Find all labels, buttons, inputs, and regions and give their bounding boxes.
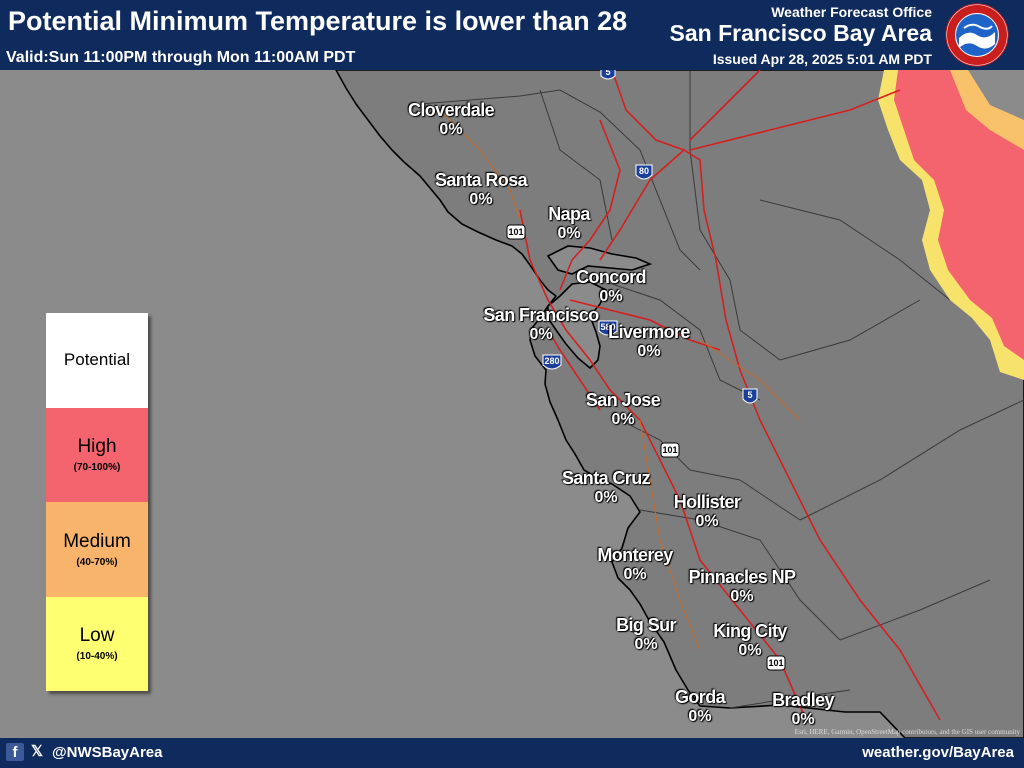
city-name: Santa Cruz bbox=[561, 468, 651, 488]
legend-level-label: Low bbox=[79, 625, 115, 647]
city-value: 0% bbox=[695, 513, 719, 530]
city-name: Gorda bbox=[674, 687, 726, 707]
city-value: 0% bbox=[594, 489, 618, 506]
map-attribution: Esri, HERE, Garmin, OpenStreetMap contri… bbox=[794, 728, 1020, 736]
city-value: 0% bbox=[529, 326, 553, 343]
city-label-santa-cruz: Santa Cruz 0% bbox=[561, 468, 651, 507]
shield-label: 5 bbox=[747, 390, 752, 400]
x-icon[interactable]: 𝕏 bbox=[30, 743, 44, 760]
valid-period: Valid:Sun 11:00PM through Mon 11:00AM PD… bbox=[6, 49, 356, 66]
city-value: 0% bbox=[688, 708, 712, 725]
city-name: Santa Rosa bbox=[434, 170, 528, 190]
legend-medium: Medium (40-70%) bbox=[46, 502, 148, 597]
city-label-concord: Concord 0% bbox=[576, 268, 646, 306]
legend: Potential High (70-100%) Medium (40-70%)… bbox=[46, 313, 148, 691]
city-name: Monterey bbox=[597, 545, 673, 565]
interstate-80-shield: 80 bbox=[635, 164, 653, 180]
city-value: 0% bbox=[439, 121, 463, 138]
city-value: 0% bbox=[611, 411, 635, 428]
us-101-shield: 101 bbox=[766, 655, 786, 671]
interstate-580-shield: 580 bbox=[598, 320, 618, 336]
facebook-icon[interactable]: f bbox=[6, 743, 24, 761]
city-value: 0% bbox=[738, 642, 762, 659]
city-value: 0% bbox=[557, 225, 581, 242]
legend-level-label: High bbox=[77, 436, 117, 458]
shield-label: 101 bbox=[508, 227, 523, 237]
legend-high: High (70-100%) bbox=[46, 407, 148, 502]
social-handle[interactable]: @NWSBayArea bbox=[52, 743, 163, 761]
city-value: 0% bbox=[469, 191, 493, 208]
highway-shields: 5 80 101 580 280 5 101 101 bbox=[506, 70, 786, 671]
city-label-monterey: Monterey 0% bbox=[597, 545, 673, 584]
san-pablo-bay bbox=[546, 245, 653, 275]
orange-roads bbox=[439, 109, 801, 651]
header-bar: Potential Minimum Temperature is lower t… bbox=[0, 0, 1024, 70]
city-name: San Francisco bbox=[483, 305, 599, 325]
shield-label: 80 bbox=[639, 166, 649, 176]
us-101-shield: 101 bbox=[660, 442, 680, 458]
city-label-big-sur: Big Sur 0% bbox=[616, 616, 676, 654]
city-name: Pinnacles NP bbox=[688, 567, 796, 587]
forecast-map: 5 80 101 580 280 5 101 101 bbox=[0, 70, 1024, 738]
city-label-cloverdale: Cloverdale 0% bbox=[407, 100, 495, 139]
office-name: San Francisco Bay Area bbox=[669, 20, 933, 46]
city-value: 0% bbox=[637, 343, 661, 360]
legend-level-label: Medium bbox=[63, 530, 131, 552]
legend-title-label: Potential bbox=[63, 350, 131, 370]
shield-label: 280 bbox=[544, 356, 559, 366]
city-name: San Jose bbox=[585, 390, 661, 410]
interstate-280-shield: 280 bbox=[542, 354, 562, 370]
legend-level-range: (70-100%) bbox=[73, 462, 121, 474]
city-name: Concord bbox=[576, 267, 646, 287]
issued-time: Issued Apr 28, 2025 5:01 AM PDT bbox=[712, 51, 932, 67]
city-value: 0% bbox=[791, 711, 815, 728]
interstate-5-shield: 5 bbox=[742, 388, 758, 404]
map-title: Potential Minimum Temperature is lower t… bbox=[8, 6, 628, 36]
city-name: King City bbox=[713, 621, 787, 641]
city-label-san-jose: San Jose 0% bbox=[585, 390, 661, 429]
city-name: Hollister bbox=[673, 492, 741, 512]
city-value: 0% bbox=[623, 566, 647, 583]
legend-level-range: (40-70%) bbox=[76, 556, 118, 568]
website-link[interactable]: weather.gov/BayArea bbox=[862, 744, 1014, 761]
city-value: 0% bbox=[634, 636, 658, 653]
social-links: f 𝕏 @NWSBayArea bbox=[6, 743, 163, 761]
city-label-hollister: Hollister 0% bbox=[674, 493, 741, 531]
city-label-pinnacles-np: Pinnacles NP 0% bbox=[689, 568, 796, 606]
city-label-bradley: Bradley 0% bbox=[772, 691, 834, 729]
city-name: Napa bbox=[548, 204, 590, 224]
legend-low: Low (10-40%) bbox=[46, 596, 148, 691]
city-label-napa: Napa 0% bbox=[548, 205, 590, 243]
footer-bar: f 𝕏 @NWSBayArea weather.gov/BayArea bbox=[0, 738, 1024, 768]
interstate-5-shield: 5 bbox=[600, 70, 616, 80]
city-label-gorda: Gorda 0% bbox=[674, 687, 726, 726]
shield-label: 5 bbox=[605, 70, 610, 77]
nws-logo-icon bbox=[945, 3, 1009, 67]
city-value: 0% bbox=[730, 588, 754, 605]
city-label-san-francisco: San Francisco 0% bbox=[483, 305, 599, 344]
us-101-shield: 101 bbox=[506, 224, 526, 240]
shield-label: 101 bbox=[768, 658, 783, 668]
frost-potential-area bbox=[878, 70, 1024, 380]
city-label-livermore: Livermore 0% bbox=[608, 323, 690, 361]
city-value: 0% bbox=[599, 288, 623, 305]
city-name: Livermore bbox=[608, 322, 690, 342]
city-name: Big Sur bbox=[616, 615, 676, 635]
bay bbox=[547, 281, 608, 370]
legend-level-range: (10-40%) bbox=[76, 651, 118, 663]
shield-label: 580 bbox=[600, 322, 615, 332]
shield-label: 101 bbox=[662, 445, 677, 455]
city-label-king-city: King City 0% bbox=[713, 622, 787, 660]
city-name: Cloverdale bbox=[407, 100, 495, 120]
city-label-santa-rosa: Santa Rosa 0% bbox=[434, 170, 528, 209]
legend-title: Potential bbox=[46, 313, 148, 408]
city-name: Bradley bbox=[772, 690, 834, 710]
office-label: Weather Forecast Office bbox=[771, 4, 932, 20]
